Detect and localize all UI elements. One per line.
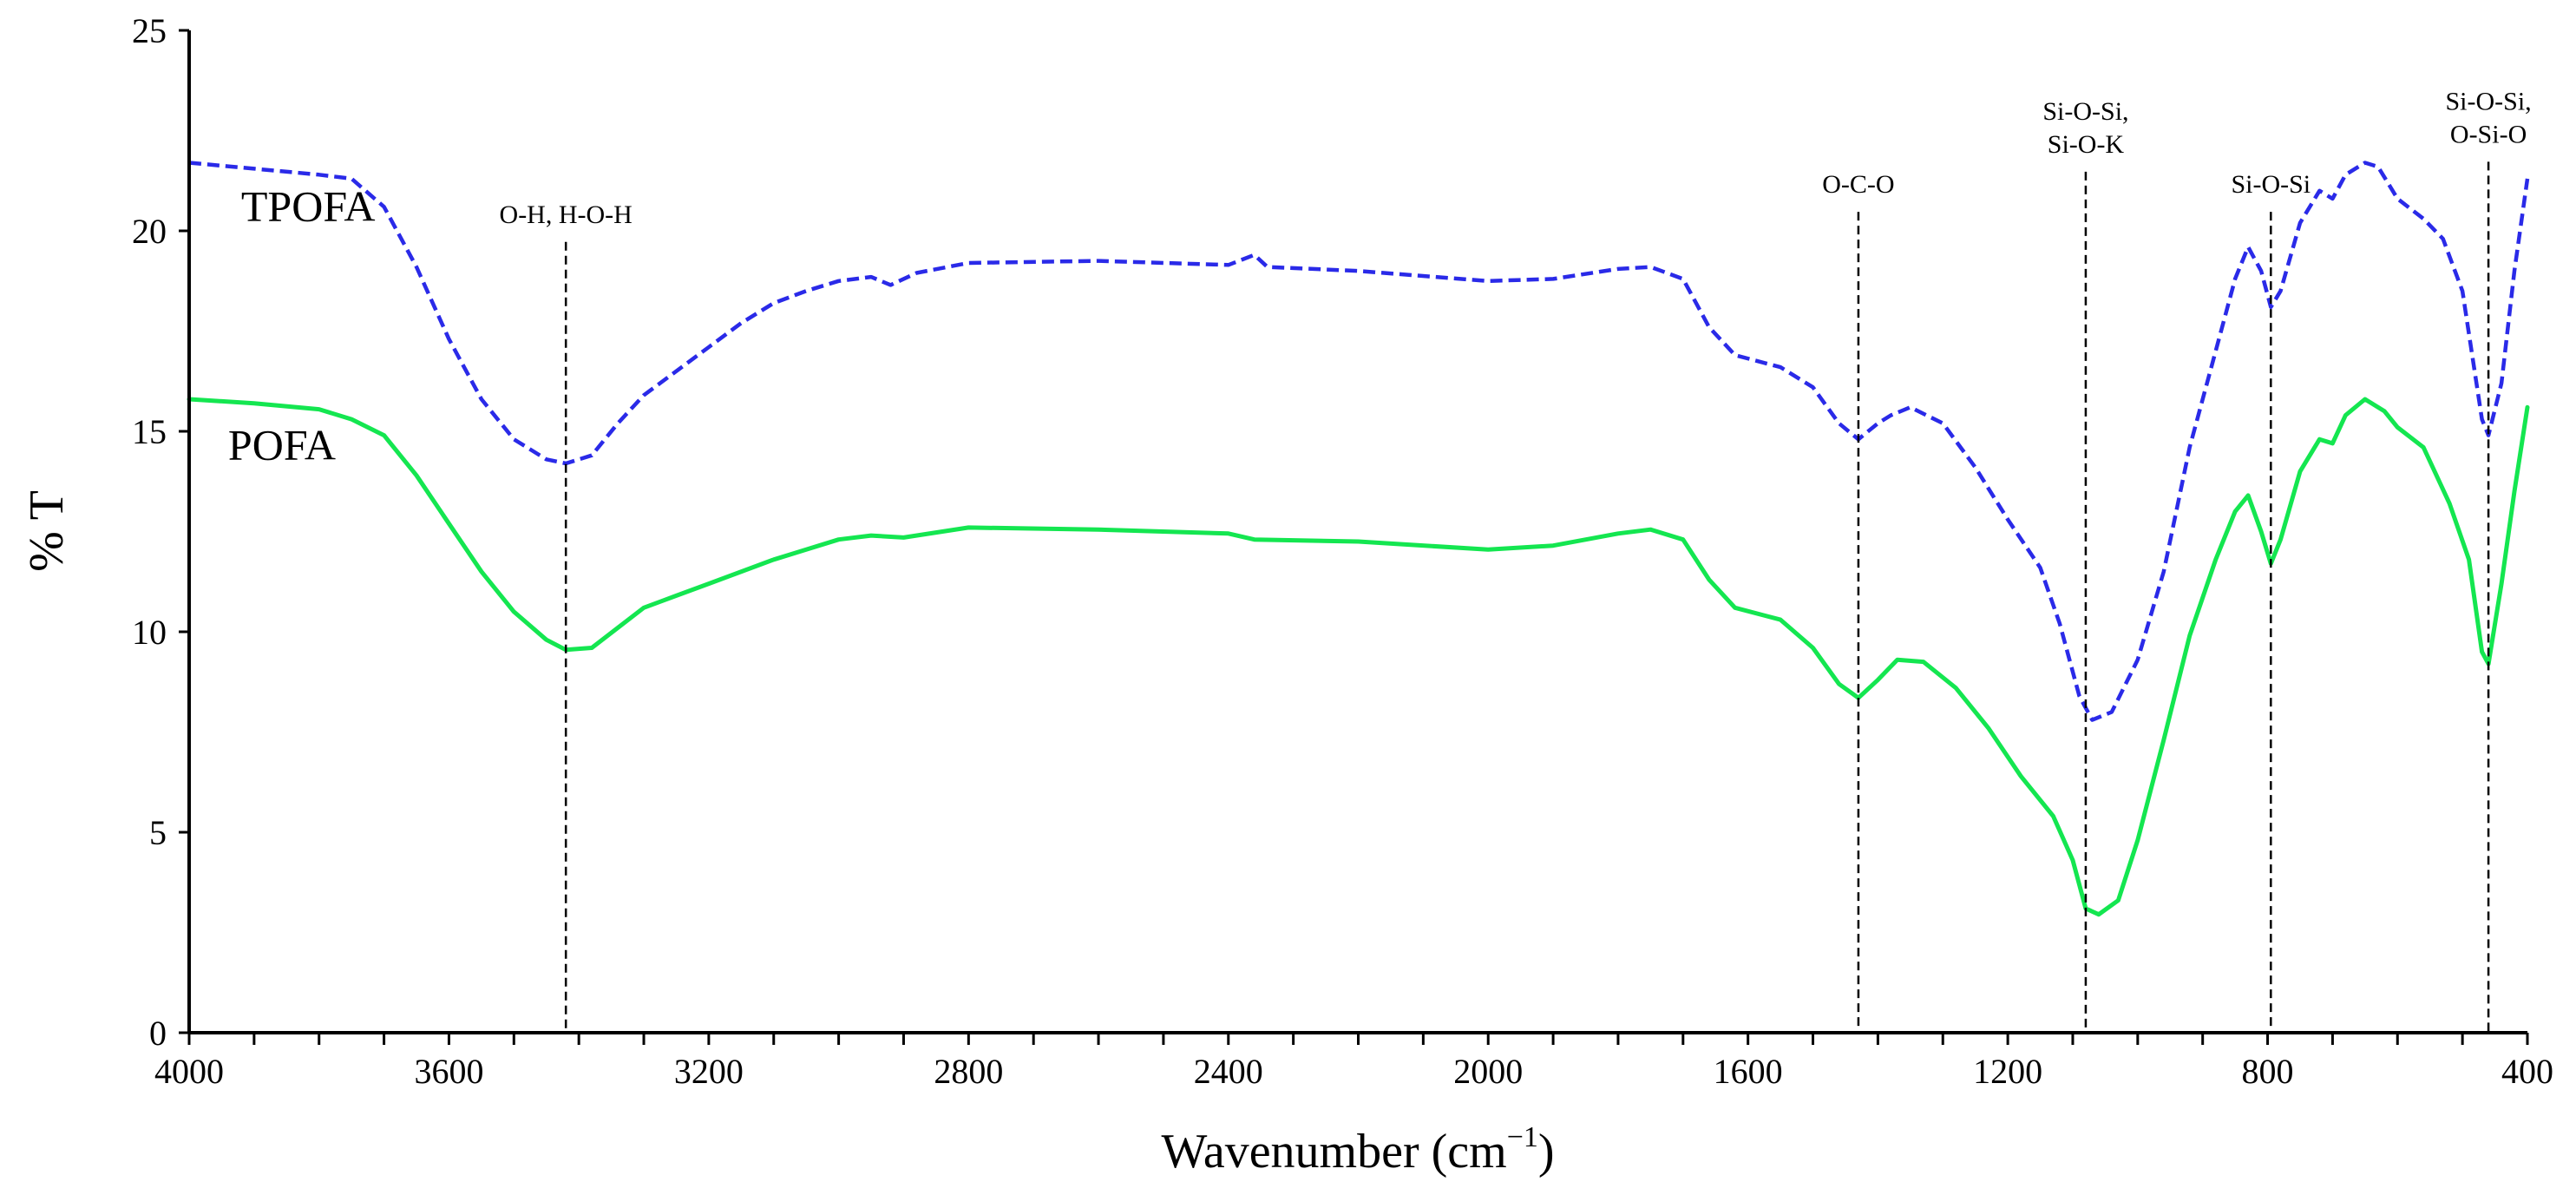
x-tick-label: 2800 <box>934 1052 1003 1091</box>
x-axis-title-superscript: −1 <box>1507 1121 1538 1153</box>
x-tick-label: 3600 <box>414 1052 483 1091</box>
series-line-tpofa <box>188 161 2530 722</box>
peak-label: Si-O-Si, <box>2042 97 2128 126</box>
series-label-tpofa: TPOFA <box>241 181 376 230</box>
y-tick-label: 5 <box>149 813 167 852</box>
peak-label: O-H, H-O-H <box>500 200 633 229</box>
y-tick-label: 25 <box>132 11 167 50</box>
x-tick-label: 1200 <box>1973 1052 2042 1091</box>
x-tick-label: 2000 <box>1453 1052 1523 1091</box>
x-tick-label: 2400 <box>1194 1052 1263 1091</box>
y-tick-label: 0 <box>149 1014 167 1053</box>
x-tick-label: 400 <box>2501 1052 2553 1091</box>
y-tick-label: 20 <box>132 212 167 251</box>
series-label-pofa: POFA <box>228 420 336 469</box>
x-axis-title-main: Wavenumber (cm <box>1161 1125 1506 1179</box>
x-axis-title: Wavenumber (cm−1) <box>1161 1121 1554 1179</box>
y-tick-label: 15 <box>132 412 167 451</box>
peak-label: Si-O-Si <box>2231 170 2311 199</box>
x-tick-label: 1600 <box>1714 1052 1783 1091</box>
peak-label: O-C-O <box>1822 170 1894 199</box>
x-tick-label: 3200 <box>674 1052 744 1091</box>
x-tick-label: 4000 <box>154 1052 224 1091</box>
x-tick-label: 800 <box>2242 1052 2294 1091</box>
peak-label: O-Si-O <box>2450 120 2527 148</box>
peak-label: Si-O-K <box>2048 130 2125 159</box>
y-axis-title: % T <box>20 490 74 572</box>
series-line-pofa <box>187 397 2530 917</box>
y-tick-label: 10 <box>132 613 167 652</box>
peak-label: Si-O-Si, <box>2445 87 2531 115</box>
x-axis-title-close: ) <box>1538 1125 1555 1179</box>
